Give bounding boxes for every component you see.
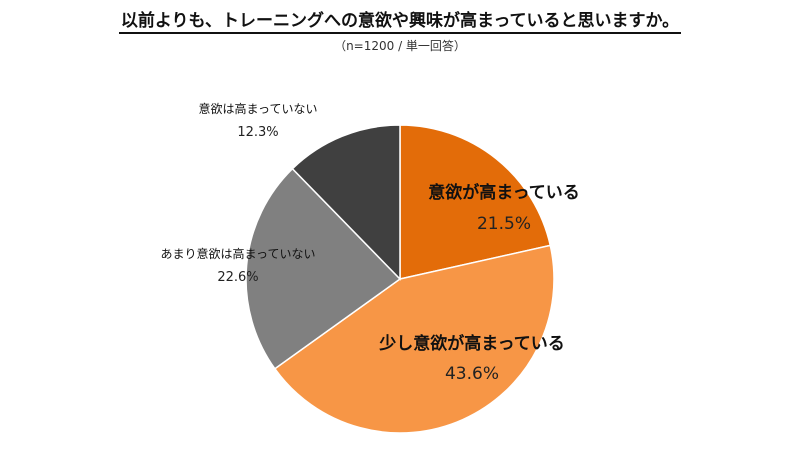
chart-title: 以前よりも、トレーニングへの意欲や興味が高まっていると思いますか。: [0, 6, 800, 34]
slice-value-label: 22.6%: [217, 270, 258, 285]
slice-value-label: 43.6%: [445, 364, 499, 384]
pie-slice: [273, 244, 555, 434]
pie-slice: [399, 124, 552, 280]
slice-value-label: 12.3%: [237, 125, 278, 140]
slice-label: あまり意欲は高まっていない: [161, 246, 316, 261]
pie-slice: [291, 124, 401, 281]
slice-labels: 意欲が高まっている 21.5% 少し意欲が高まっている 43.6% あまり意欲は高まって…: [161, 101, 580, 384]
slice-label: 意欲は高まっていない: [199, 101, 318, 116]
slice-label: 少し意欲が高まっている: [378, 333, 564, 354]
slice-label: 意欲が高まっている: [428, 182, 579, 203]
pie-slices: [245, 124, 555, 434]
slice-value-label: 21.5%: [477, 214, 531, 234]
chart-subtitle: （n=1200 / 単一回答）: [334, 39, 466, 53]
pie-slice: [245, 167, 402, 370]
